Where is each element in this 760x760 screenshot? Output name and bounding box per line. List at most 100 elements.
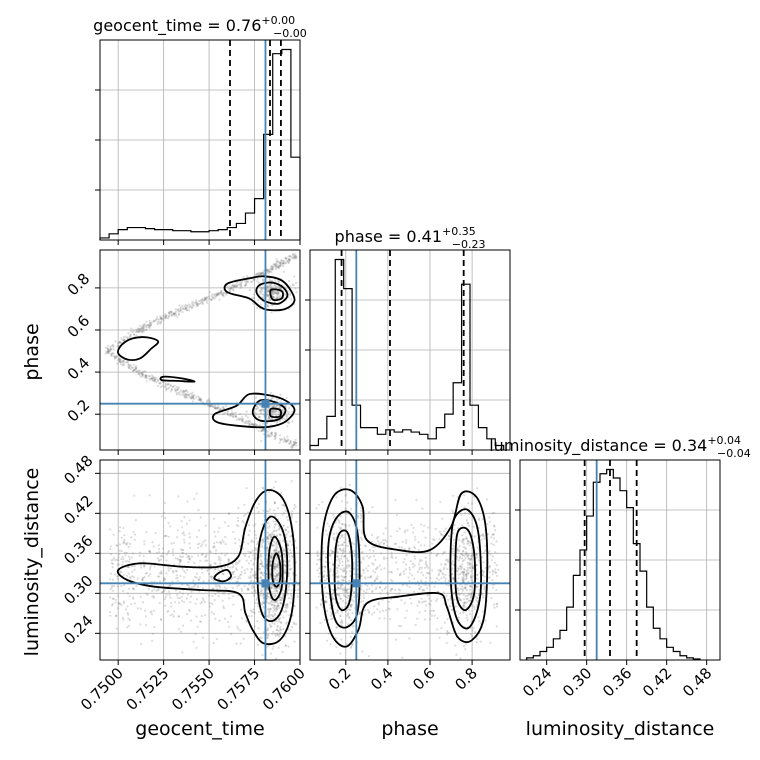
sample-point bbox=[260, 636, 263, 639]
sample-point bbox=[276, 565, 279, 569]
sample-point bbox=[191, 395, 195, 399]
sample-point bbox=[367, 610, 371, 613]
sample-point bbox=[194, 602, 197, 605]
sample-point bbox=[288, 540, 291, 543]
sample-point bbox=[359, 561, 363, 564]
sample-point bbox=[152, 375, 155, 378]
contour-line bbox=[251, 399, 287, 423]
sample-point bbox=[295, 441, 298, 444]
sample-point bbox=[234, 411, 237, 414]
sample-point bbox=[341, 534, 344, 537]
sample-point bbox=[397, 588, 400, 591]
sample-point bbox=[224, 412, 227, 415]
sample-point bbox=[108, 578, 112, 581]
sample-point bbox=[208, 291, 211, 294]
sample-point bbox=[352, 567, 356, 571]
sample-point bbox=[183, 390, 186, 393]
sample-point bbox=[293, 443, 296, 446]
sample-point bbox=[285, 414, 288, 417]
sample-point bbox=[252, 585, 256, 589]
sample-point bbox=[324, 565, 327, 568]
sample-point bbox=[245, 410, 248, 413]
sample-point bbox=[418, 588, 421, 591]
sample-point bbox=[270, 410, 273, 413]
sample-point bbox=[386, 593, 389, 596]
sample-point bbox=[175, 570, 178, 573]
sample-point bbox=[481, 534, 484, 537]
sample-point bbox=[475, 564, 478, 567]
sample-point bbox=[460, 552, 463, 555]
sample-point bbox=[275, 575, 278, 578]
sample-point bbox=[340, 585, 343, 588]
sample-point bbox=[215, 293, 218, 296]
sample-point bbox=[266, 433, 269, 436]
sample-point bbox=[450, 562, 453, 566]
sample-point bbox=[341, 552, 344, 555]
sample-point bbox=[274, 523, 277, 526]
sample-point bbox=[176, 576, 179, 579]
sample-point bbox=[367, 655, 370, 658]
sample-point bbox=[147, 323, 150, 327]
sample-point bbox=[217, 595, 220, 598]
sample-point bbox=[172, 313, 175, 316]
sample-point bbox=[122, 359, 125, 362]
sample-point bbox=[284, 570, 287, 574]
sample-point bbox=[201, 553, 204, 556]
sample-point bbox=[278, 633, 281, 636]
sample-point bbox=[168, 312, 171, 315]
sample-point bbox=[152, 319, 155, 322]
sample-point bbox=[408, 568, 412, 572]
sample-point bbox=[259, 579, 262, 582]
sample-point bbox=[217, 569, 220, 572]
sample-point bbox=[205, 299, 208, 302]
sample-point bbox=[471, 635, 474, 638]
sample-point bbox=[217, 292, 220, 296]
sample-point bbox=[110, 347, 113, 350]
sample-point bbox=[186, 583, 189, 587]
sample-point bbox=[467, 557, 470, 560]
sample-point bbox=[274, 480, 277, 483]
sample-point bbox=[186, 309, 189, 312]
sample-point bbox=[195, 303, 198, 306]
sample-point bbox=[348, 483, 351, 486]
sample-point bbox=[385, 540, 388, 543]
sample-point bbox=[231, 566, 234, 569]
sample-point bbox=[184, 389, 188, 392]
sample-point bbox=[172, 553, 175, 557]
sample-point bbox=[164, 578, 167, 581]
sample-point bbox=[269, 556, 273, 559]
sample-point bbox=[462, 573, 465, 576]
sample-point bbox=[274, 264, 277, 267]
sample-point bbox=[254, 547, 257, 550]
sample-point bbox=[126, 612, 129, 615]
sample-point bbox=[285, 621, 288, 624]
sample-point bbox=[201, 568, 204, 571]
sample-point bbox=[380, 541, 383, 544]
sample-point bbox=[490, 559, 493, 562]
sample-point bbox=[351, 631, 354, 634]
sample-point bbox=[278, 437, 282, 440]
sample-point bbox=[253, 592, 256, 595]
sample-point bbox=[275, 546, 278, 549]
sample-point bbox=[274, 435, 277, 438]
sample-point bbox=[285, 610, 288, 613]
sample-point bbox=[361, 551, 364, 554]
sample-point bbox=[112, 346, 115, 349]
sample-point bbox=[335, 626, 338, 629]
sample-point bbox=[127, 613, 130, 616]
sample-point bbox=[293, 254, 296, 257]
sample-point bbox=[227, 558, 230, 562]
sample-point bbox=[267, 434, 270, 437]
sample-point bbox=[261, 654, 264, 657]
sample-point bbox=[358, 612, 362, 615]
sample-point bbox=[287, 596, 291, 600]
sample-point bbox=[279, 596, 282, 599]
sample-point bbox=[276, 546, 279, 549]
sample-point bbox=[289, 548, 292, 552]
sample-point bbox=[418, 587, 421, 590]
sample-point bbox=[228, 512, 231, 515]
sample-point bbox=[173, 610, 176, 613]
sample-point bbox=[176, 308, 180, 311]
sample-point bbox=[278, 533, 281, 536]
sample-point bbox=[274, 601, 278, 604]
